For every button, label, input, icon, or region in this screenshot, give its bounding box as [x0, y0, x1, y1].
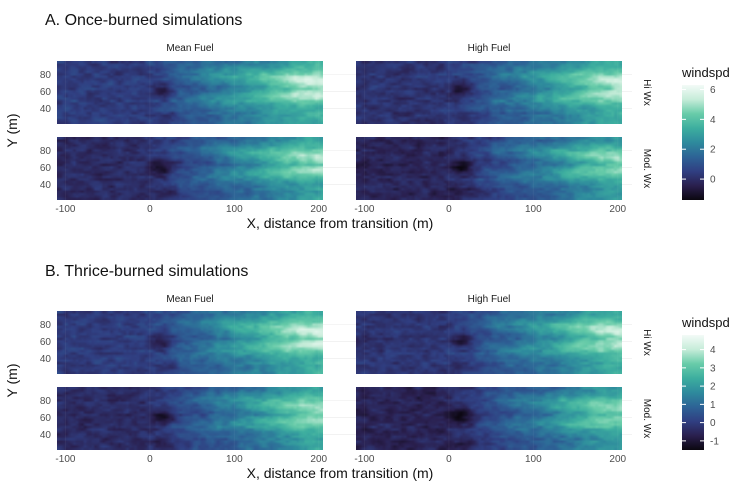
legend-tick-label: 0	[710, 418, 716, 429]
facet-column-label: Mean Fuel	[166, 43, 213, 54]
legend-tick-label: 4	[710, 115, 716, 126]
x-tick-label: 0	[147, 204, 153, 215]
legend-tick-label: 2	[710, 382, 716, 393]
heatmap-panel-mod-wx-high-fuel	[356, 137, 622, 200]
facet-column-label: High Fuel	[468, 43, 511, 54]
x-tick-label: -100	[354, 204, 374, 215]
legend-tick-label: 4	[710, 345, 716, 356]
x-tick-label: 0	[446, 454, 452, 465]
legend-tick-label: 2	[710, 145, 716, 156]
legend-tick-label: 3	[710, 363, 716, 374]
x-tick-label: 200	[310, 204, 327, 215]
wind-speed-raster	[356, 387, 622, 450]
y-tick-label: 60	[40, 413, 52, 424]
legend-tick-label: 6	[710, 85, 716, 96]
chart-thrice-burned: B. Thrice-burned simulations Mean Fuel Hig…	[4, 263, 730, 481]
facet-row-label: Hi Wx	[641, 79, 652, 106]
wind-speed-raster	[57, 61, 323, 124]
x-tick-label: 200	[310, 454, 327, 465]
x-axis-label: X, distance from transition (m)	[247, 465, 434, 481]
x-tick-label: -100	[55, 204, 75, 215]
legend-tick-label: 1	[710, 400, 716, 411]
legend-tick-label: -1	[710, 436, 719, 447]
heatmap-panel-hi-wx-mean-fuel	[57, 311, 323, 374]
legend-title: windspd	[681, 65, 730, 80]
x-tick-label: 100	[226, 454, 243, 465]
y-tick-label: 40	[40, 354, 52, 365]
facet-row-label: Hi Wx	[641, 329, 652, 356]
wind-speed-raster	[356, 61, 622, 124]
facet-row-label: Mod. Wx	[641, 149, 652, 188]
x-tick-label: 0	[446, 204, 452, 215]
wind-speed-raster	[356, 137, 622, 200]
heatmap-panel-mod-wx-mean-fuel	[57, 137, 323, 200]
heatmap-panel-hi-wx-high-fuel	[356, 61, 622, 124]
wind-speed-raster	[57, 387, 323, 450]
y-tick-label: 40	[40, 430, 52, 441]
x-axis-label: X, distance from transition (m)	[247, 215, 434, 231]
x-tick-label: -100	[354, 454, 374, 465]
chart-title: A. Once-burned simulations	[45, 12, 242, 29]
x-tick-label: 100	[525, 204, 542, 215]
x-tick-label: 100	[226, 204, 243, 215]
chart-once-burned: A. Once-burned simulations Mean Fuel High …	[4, 12, 730, 231]
legend-tick-label: 0	[710, 175, 716, 186]
colorbar	[682, 85, 704, 200]
y-tick-label: 60	[40, 337, 52, 348]
legend: windspd 4 3 2 1 0 -1	[681, 315, 730, 450]
y-tick-label: 60	[40, 87, 52, 98]
heatmap-panel-hi-wx-mean-fuel	[57, 61, 323, 124]
wind-speed-raster	[356, 311, 622, 374]
legend-title: windspd	[681, 315, 730, 330]
facet-column-label: High Fuel	[468, 294, 511, 305]
heatmap-panel-mod-wx-mean-fuel	[57, 387, 323, 450]
y-axis-label: Y (m)	[4, 364, 20, 398]
heatmap-panel-hi-wx-high-fuel	[356, 311, 622, 374]
y-axis-label: Y (m)	[4, 114, 20, 148]
wind-speed-raster	[57, 137, 323, 200]
y-tick-label: 60	[40, 163, 52, 174]
y-tick-label: 80	[40, 70, 52, 81]
x-tick-label: 200	[609, 454, 626, 465]
x-tick-label: 0	[147, 454, 153, 465]
y-tick-label: 40	[40, 180, 52, 191]
wind-speed-raster	[57, 311, 323, 374]
y-tick-label: 80	[40, 146, 52, 157]
y-tick-label: 80	[40, 320, 52, 331]
y-tick-label: 40	[40, 104, 52, 115]
facet-row-label: Mod. Wx	[641, 399, 652, 438]
facet-column-label: Mean Fuel	[166, 294, 213, 305]
y-tick-label: 80	[40, 396, 52, 407]
legend: windspd 6 4 2 0	[681, 65, 730, 200]
heatmap-panel-mod-wx-high-fuel	[356, 387, 622, 450]
chart-title: B. Thrice-burned simulations	[45, 263, 248, 280]
x-tick-label: 200	[609, 204, 626, 215]
colorbar	[682, 335, 704, 450]
x-tick-label: 100	[525, 454, 542, 465]
x-tick-label: -100	[55, 454, 75, 465]
